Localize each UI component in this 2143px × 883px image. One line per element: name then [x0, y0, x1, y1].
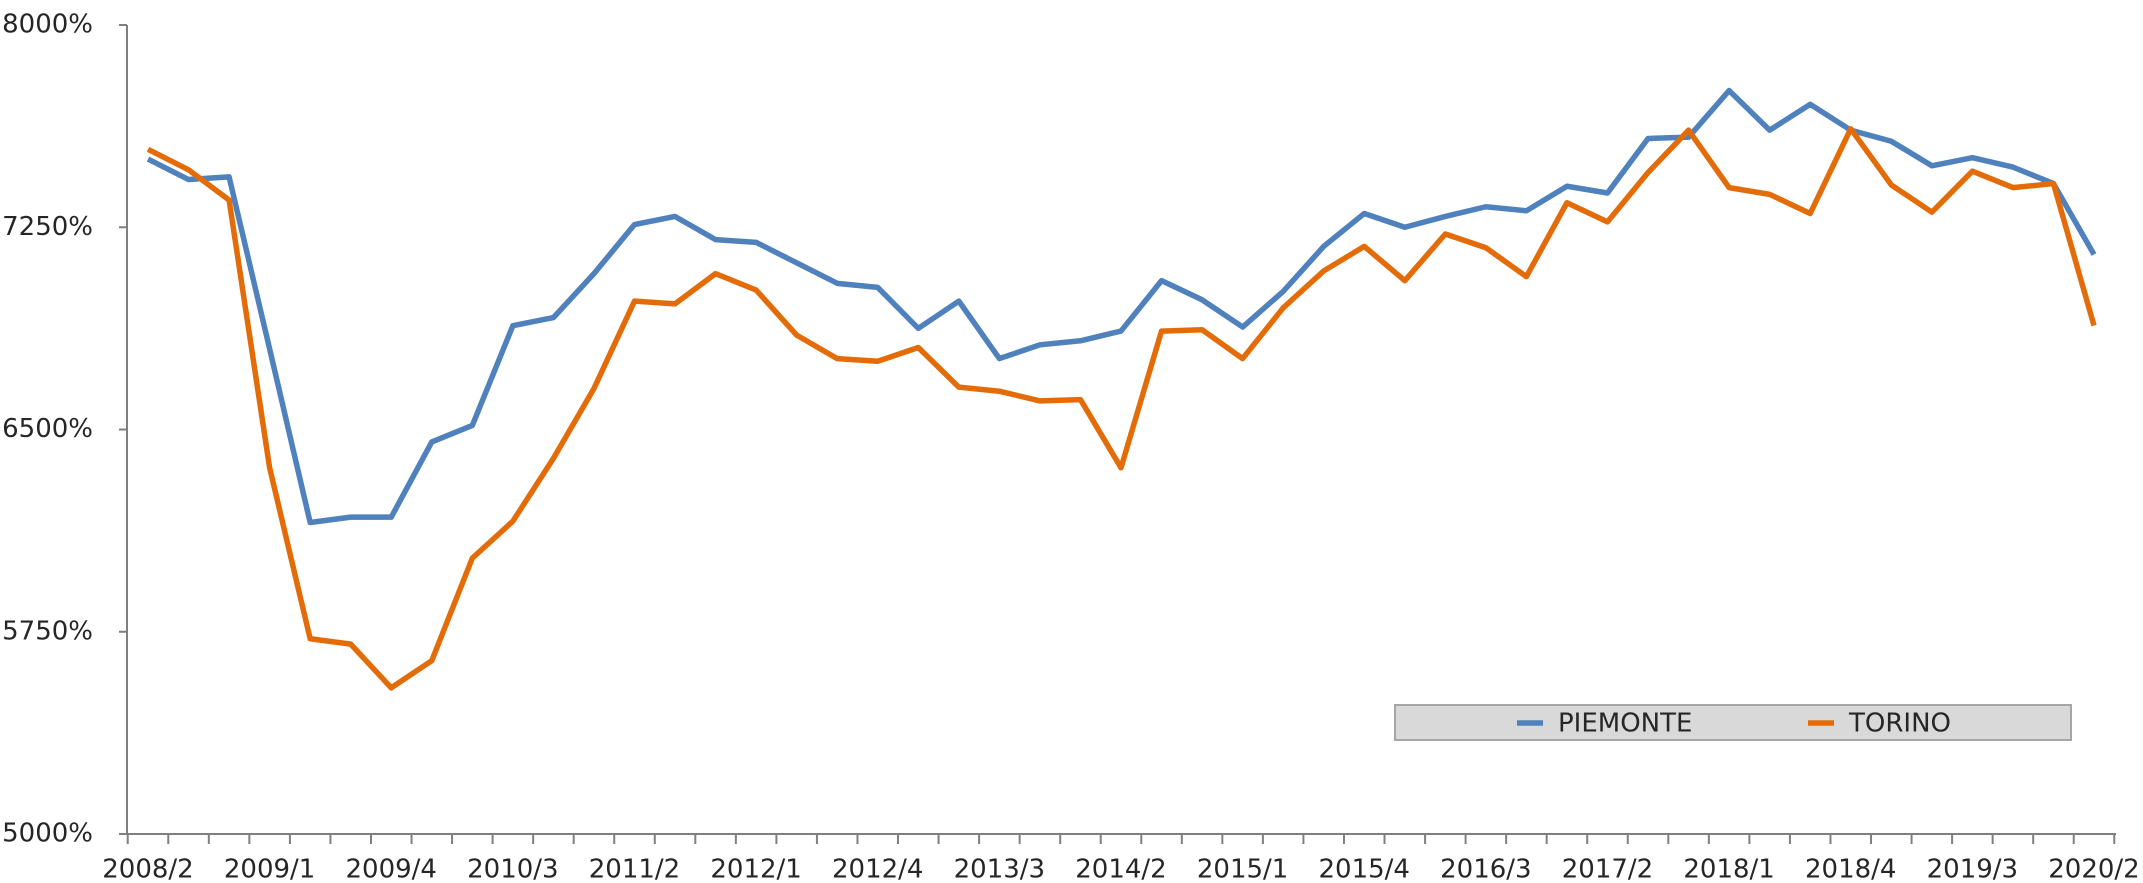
- y-tick-label: 7250%: [2, 212, 93, 242]
- legend-label: PIEMONTE: [1558, 709, 1692, 739]
- legend-box: [1394, 704, 2072, 741]
- x-tick-label: 2018/1: [1683, 855, 1774, 883]
- x-tick-label: 2016/3: [1440, 855, 1531, 883]
- y-tick-label: 6500%: [2, 414, 93, 444]
- x-tick-label: 2015/4: [1319, 855, 1410, 883]
- series-line: [146, 126, 2097, 691]
- x-tick-label: 2009/4: [346, 855, 437, 883]
- x-tick-label: 2018/4: [1805, 855, 1896, 883]
- x-tick-label: 2014/2: [1075, 855, 1166, 883]
- x-tick-label: 2012/1: [710, 855, 801, 883]
- legend-label: TORINO: [1848, 709, 1951, 739]
- x-tick-label: 2008/2: [102, 855, 193, 883]
- x-tick-label: 2015/1: [1197, 855, 1288, 883]
- x-tick-label: 2019/3: [1927, 855, 2018, 883]
- x-tick-label: 2009/1: [224, 855, 315, 883]
- x-tick-label: 2011/2: [589, 855, 680, 883]
- x-tick-label: 2017/2: [1562, 855, 1653, 883]
- series-line: [146, 87, 2097, 526]
- x-tick-label: 2012/4: [832, 855, 923, 883]
- y-tick-label: 5000%: [2, 819, 93, 849]
- x-tick-label: 2020/2: [2048, 855, 2139, 883]
- y-tick-label: 5750%: [2, 616, 93, 646]
- x-tick-label: 2013/3: [954, 855, 1045, 883]
- x-tick-label: 2010/3: [467, 855, 558, 883]
- y-tick-label: 8000%: [2, 10, 93, 40]
